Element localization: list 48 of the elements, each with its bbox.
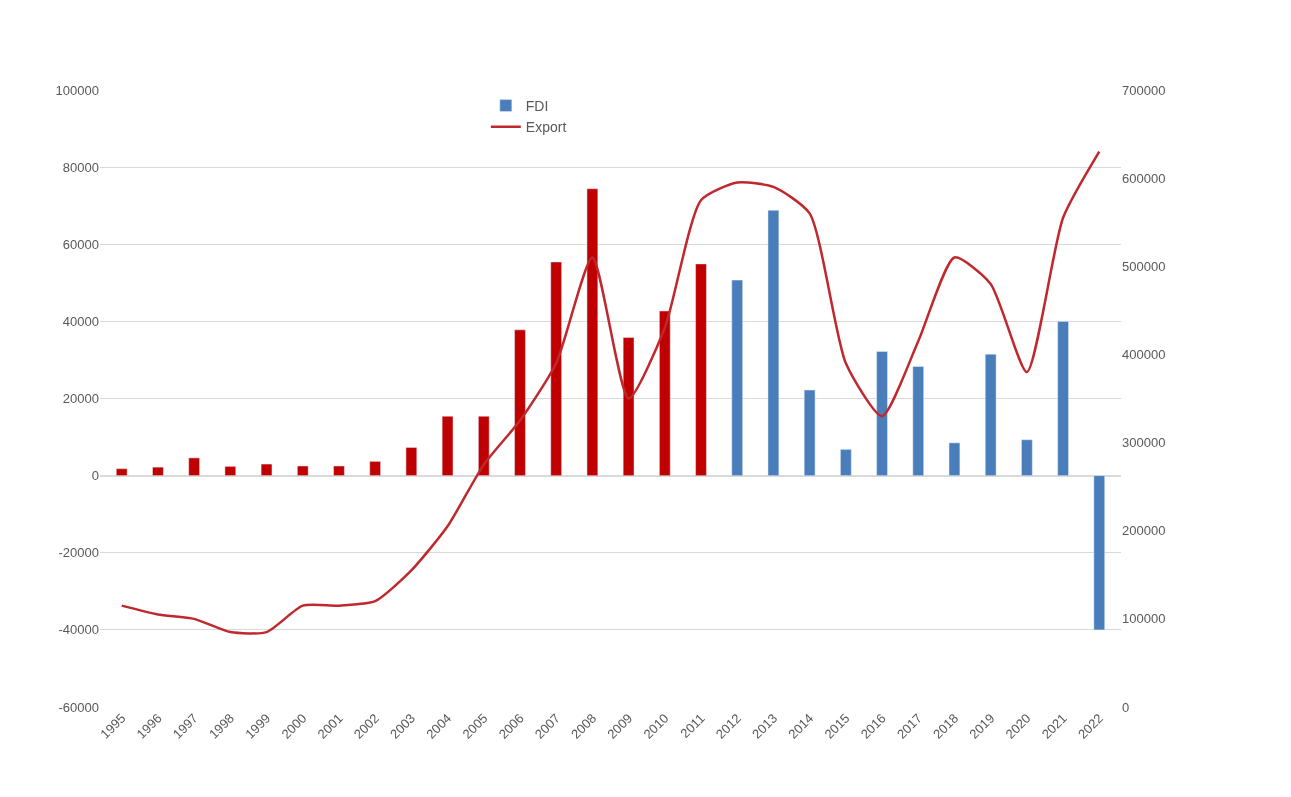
- bar: [731, 279, 743, 476]
- y2-tick-label: 400000: [1122, 346, 1166, 362]
- y2-tick-label: 0: [1122, 699, 1130, 715]
- y-tick-label: -40000: [58, 622, 99, 638]
- bar: [260, 463, 273, 476]
- bar: [224, 466, 237, 476]
- y-tick-label: 20000: [62, 391, 99, 407]
- y-tick-label: 40000: [62, 313, 99, 329]
- bar: [369, 461, 381, 476]
- legend-label: Export: [525, 119, 567, 136]
- bar: [840, 449, 852, 476]
- bar: [948, 442, 961, 476]
- bar: [984, 353, 997, 476]
- bar: [514, 329, 526, 476]
- legend-label: FDI: [525, 98, 549, 115]
- bar: [333, 465, 345, 476]
- y-tick-label: -60000: [58, 699, 99, 715]
- y2-tick-label: 700000: [1122, 82, 1166, 98]
- bar: [116, 468, 128, 476]
- bar: [188, 457, 200, 476]
- y-tick-label: 60000: [62, 236, 99, 252]
- y2-tick-label: 300000: [1122, 435, 1166, 451]
- bar: [297, 465, 309, 476]
- y2-tick-label: 200000: [1122, 523, 1166, 539]
- bar: [1021, 439, 1033, 476]
- bar: [912, 366, 924, 476]
- bar: [767, 210, 780, 476]
- y-tick-label: 80000: [62, 159, 99, 175]
- y-tick-label: 0: [91, 468, 99, 484]
- bar: [152, 466, 164, 476]
- bar: [550, 261, 562, 476]
- bar: [586, 188, 599, 476]
- bar: [441, 415, 454, 476]
- bar: [695, 263, 707, 476]
- bar: [803, 389, 816, 476]
- bar: [659, 310, 671, 476]
- y-tick-label: -20000: [58, 545, 99, 561]
- bar: [405, 447, 418, 476]
- bar: [1057, 321, 1069, 476]
- y2-tick-label: 600000: [1122, 170, 1166, 186]
- bar: [876, 351, 888, 476]
- line-series: [120, 150, 1101, 635]
- y-tick-label: 100000: [55, 82, 99, 98]
- bar: [622, 337, 635, 476]
- y2-tick-label: 100000: [1122, 611, 1166, 627]
- bar: [478, 415, 490, 476]
- y2-tick-label: 500000: [1122, 258, 1166, 274]
- bar: [1093, 475, 1105, 631]
